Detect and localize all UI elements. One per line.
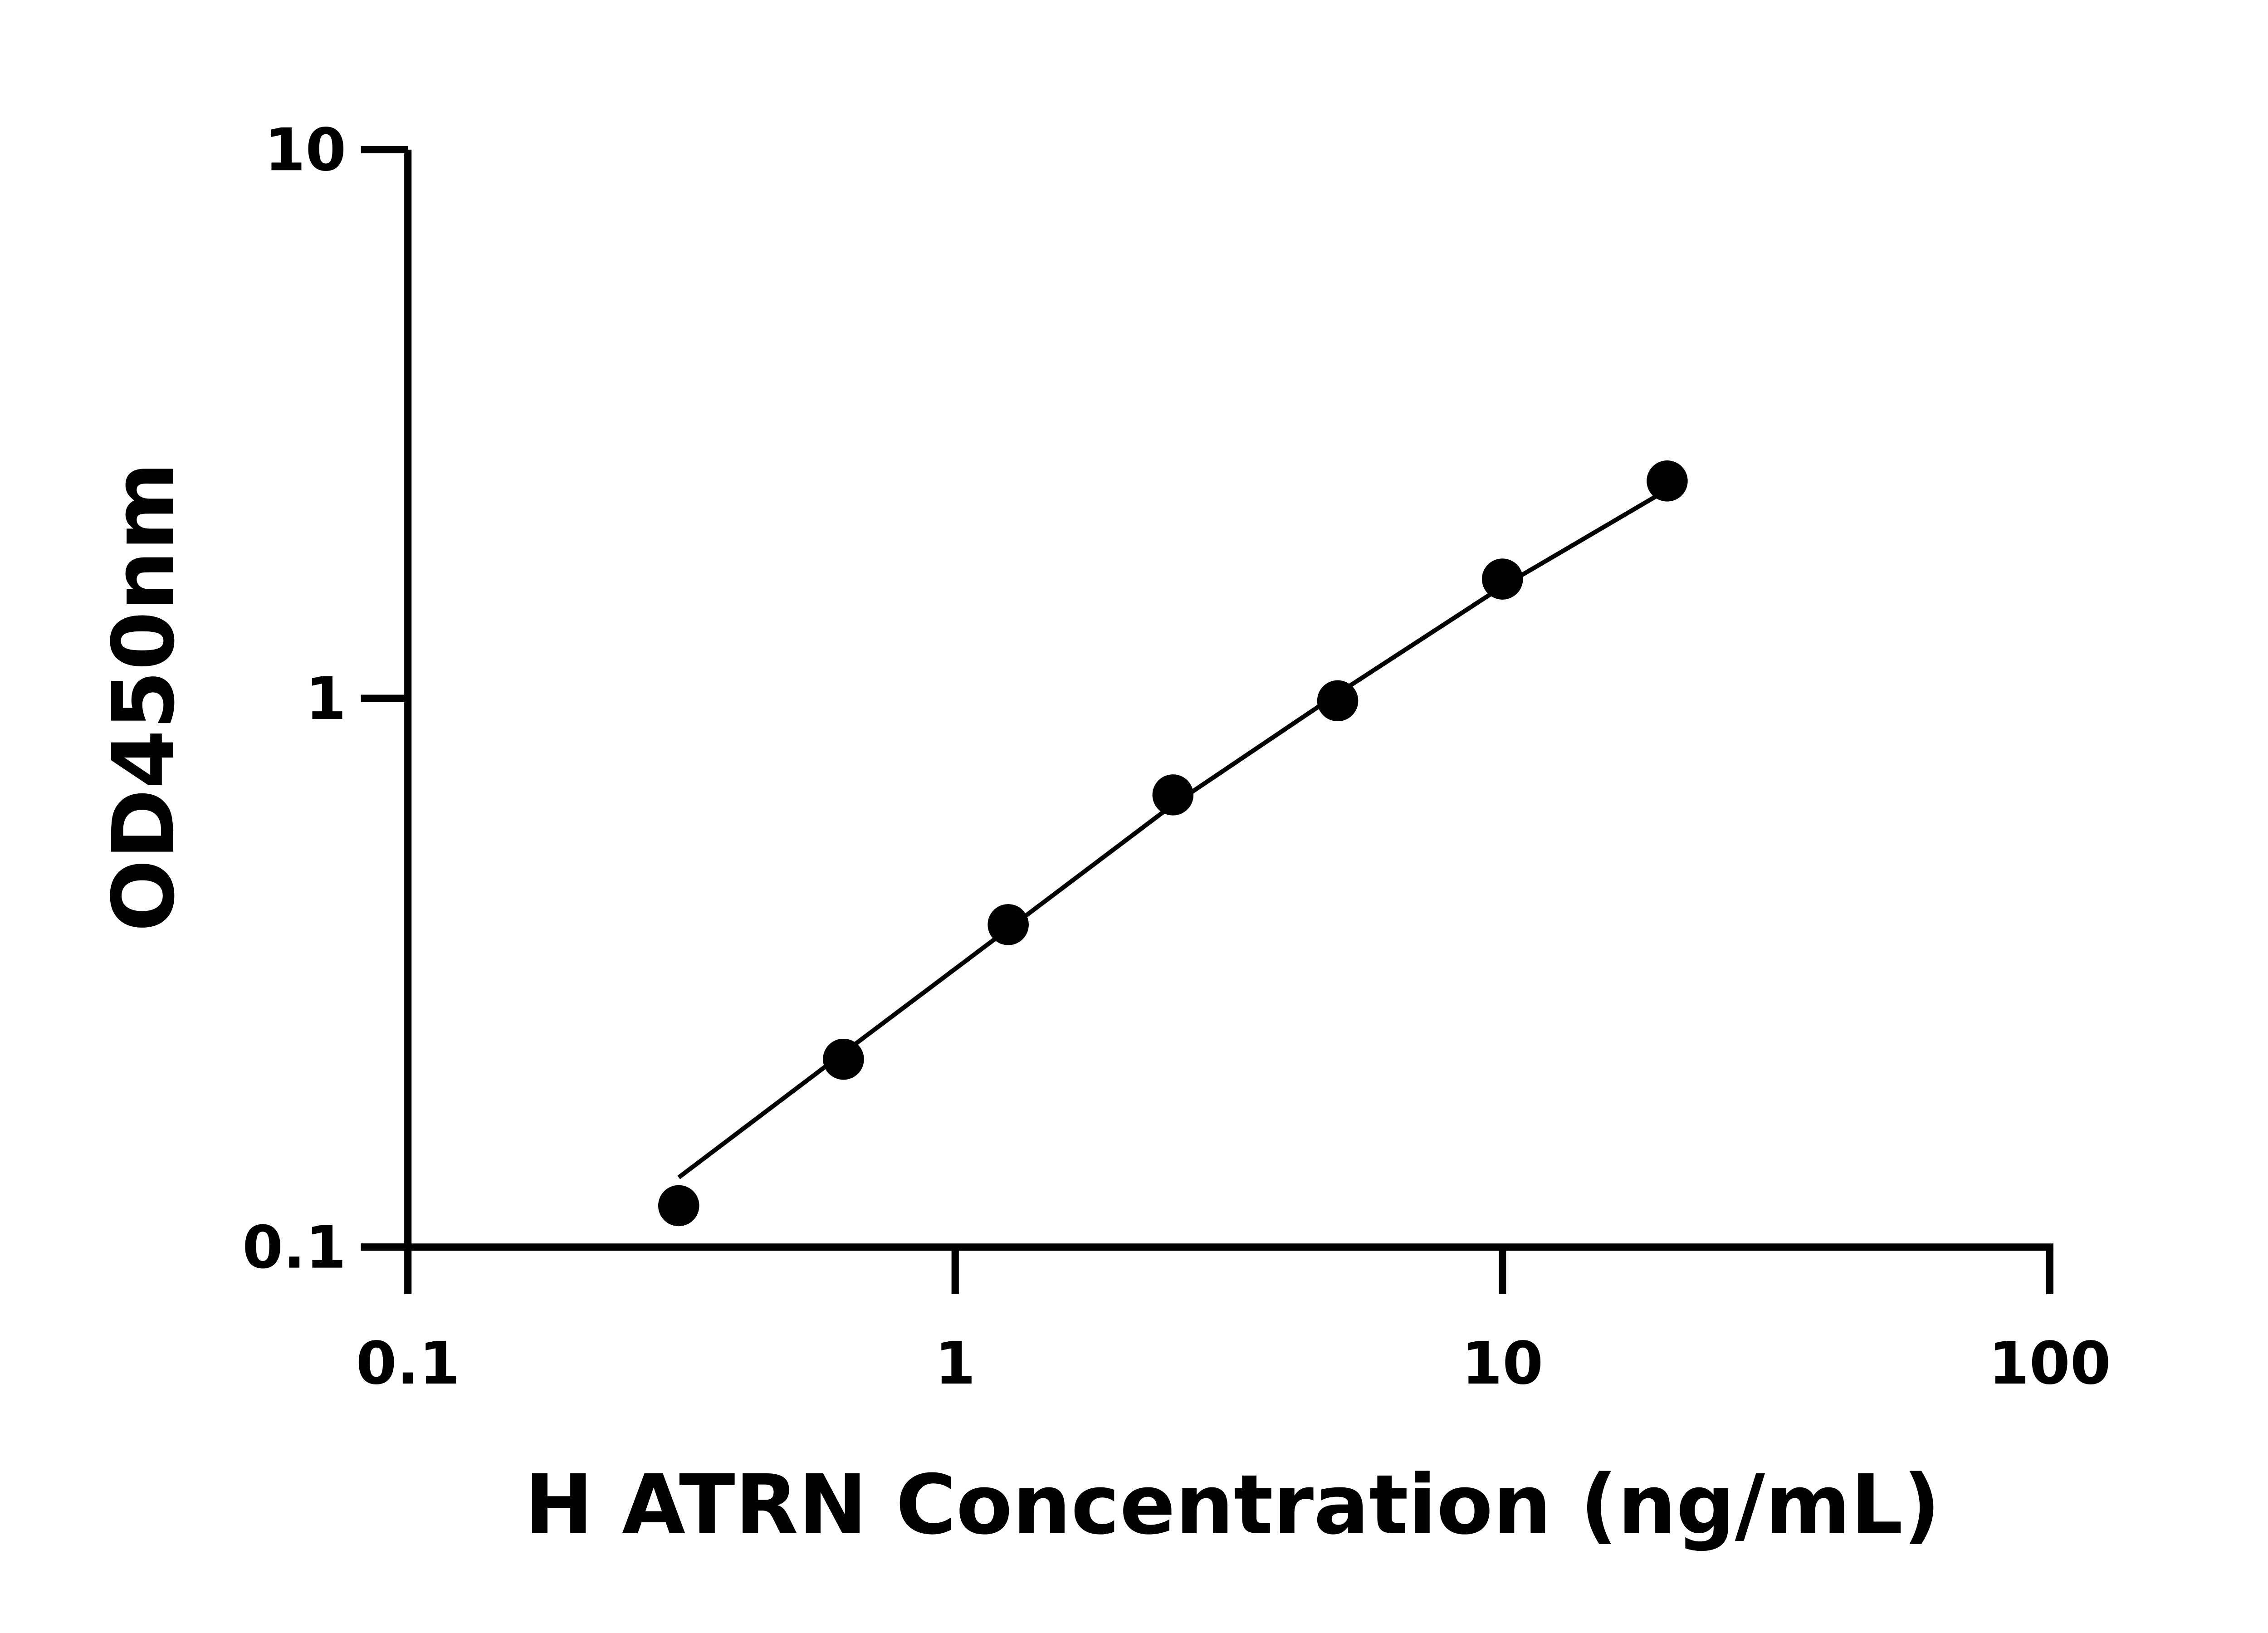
x-tick-label: 100	[1989, 1329, 2111, 1398]
data-point	[823, 1038, 864, 1080]
fit-curve-group	[677, 488, 1668, 1179]
data-point	[1317, 680, 1359, 722]
data-point	[1481, 558, 1523, 600]
x-axis-title: H ATRN Concentration (ng/mL)	[524, 1457, 1941, 1553]
axes: 0.1 1 10 0.1 1 10 100	[242, 116, 2111, 1398]
x-tick-label: 1	[935, 1329, 976, 1398]
y-tick-label: 0.1	[242, 1213, 346, 1282]
data-points	[658, 460, 1688, 1227]
data-point	[658, 1185, 699, 1227]
x-tick-label: 0.1	[356, 1329, 460, 1398]
x-tick-label: 10	[1461, 1329, 1543, 1398]
data-point	[1647, 460, 1688, 502]
data-point	[987, 904, 1029, 945]
y-axis-title: OD450nm	[95, 462, 194, 932]
data-point	[1152, 774, 1194, 816]
fit-curve-line	[677, 488, 1668, 1179]
y-tick-label: 10	[264, 116, 346, 184]
y-tick-label: 1	[305, 665, 346, 733]
